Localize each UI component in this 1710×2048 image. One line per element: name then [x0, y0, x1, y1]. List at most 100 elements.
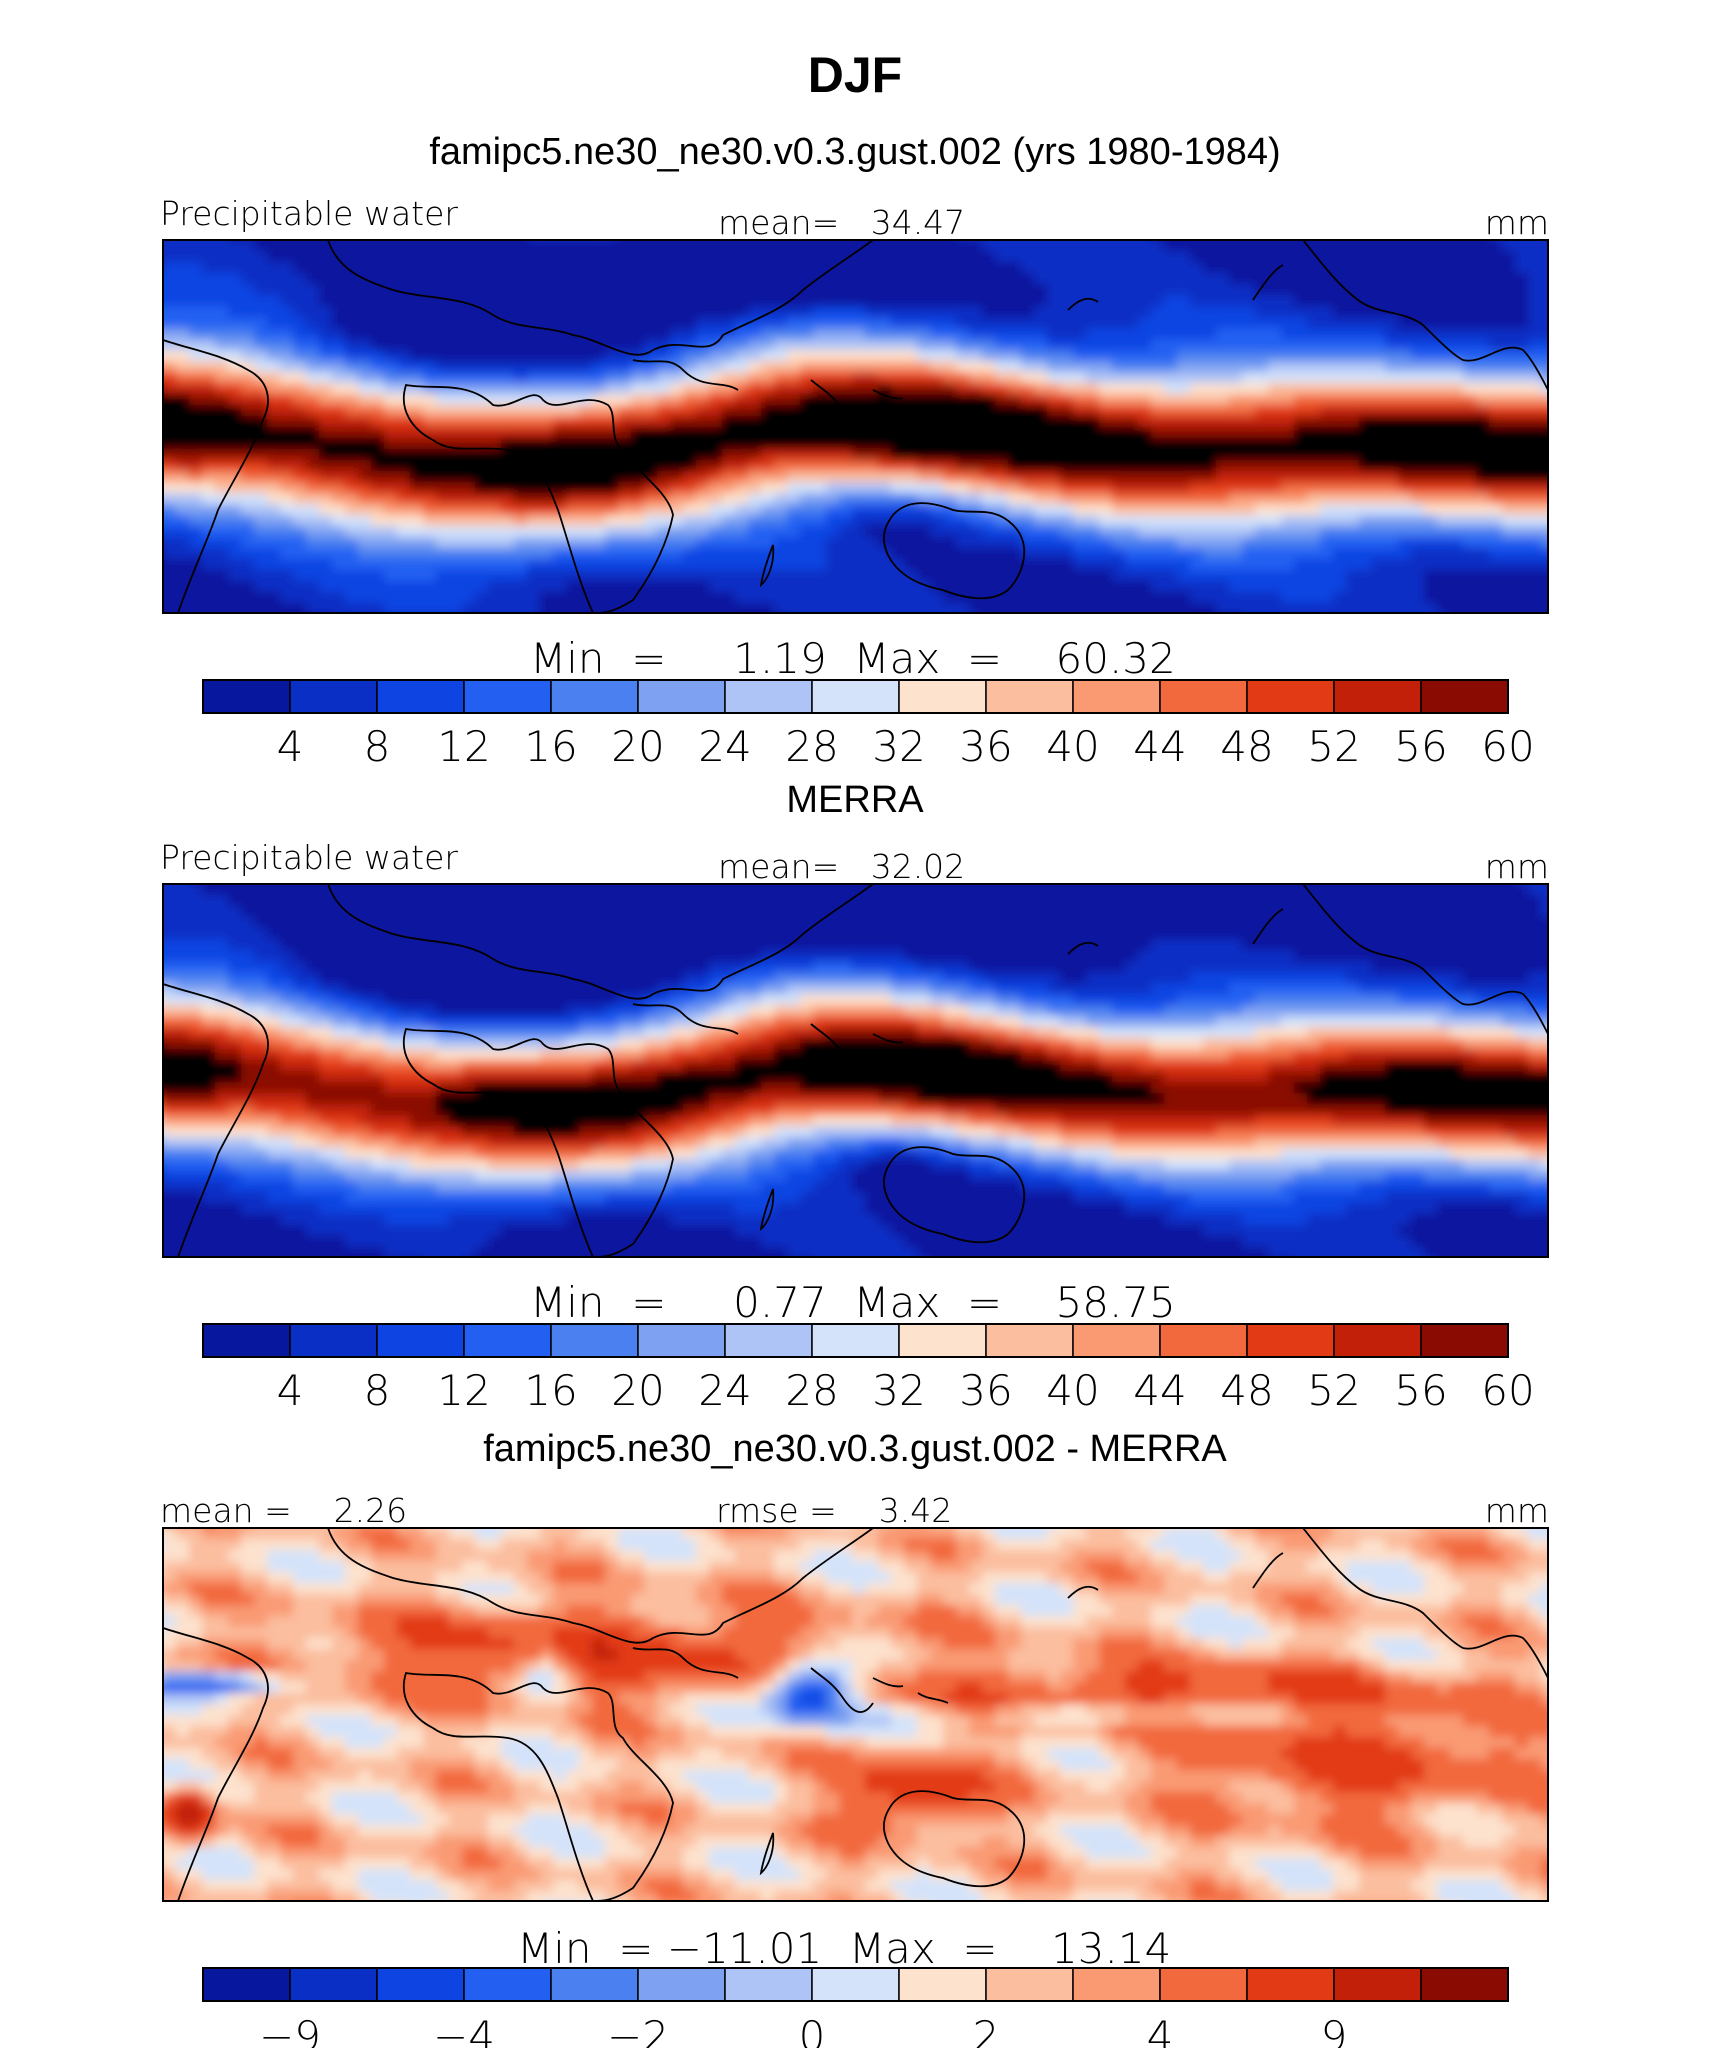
field-cell: [293, 603, 307, 613]
field-cell: [410, 581, 424, 593]
field-cell: [410, 504, 424, 516]
field-cell: [501, 350, 515, 362]
field-cell: [839, 493, 853, 505]
field-cell: [488, 251, 502, 263]
field-cell: [787, 493, 801, 505]
field-cell: [228, 240, 242, 252]
field-cell: [956, 405, 970, 417]
field-cell: [358, 317, 372, 329]
field-cell: [1502, 526, 1516, 538]
field-cell: [917, 559, 931, 571]
field-cell: [462, 438, 476, 450]
field-cell: [553, 884, 567, 896]
field-cell: [215, 306, 229, 318]
field-cell: [1489, 939, 1503, 951]
field-cell: [930, 526, 944, 538]
field-cell: [267, 961, 281, 973]
field-cell: [163, 515, 164, 527]
field-cell: [631, 482, 645, 494]
field-cell: [1034, 372, 1048, 384]
field-cell: [657, 317, 671, 329]
field-cell: [1450, 526, 1464, 538]
field-cell: [358, 284, 372, 296]
field-cell: [839, 328, 853, 340]
field-cell: [631, 394, 645, 406]
field-cell: [1502, 939, 1516, 951]
field-cell: [670, 240, 684, 241]
field-cell: [1125, 295, 1139, 307]
field-cell: [813, 262, 827, 274]
colorbar-tick-label: 44: [1133, 722, 1186, 771]
field-cell: [254, 372, 268, 384]
field-cell: [1190, 339, 1204, 351]
field-cell: [475, 581, 489, 593]
field-cell: [241, 350, 255, 362]
field-cell: [215, 482, 229, 494]
field-cell: [1099, 548, 1113, 560]
field-cell: [267, 328, 281, 340]
field-cell: [1424, 361, 1438, 373]
field-cell: [254, 917, 268, 929]
field-cell: [540, 884, 554, 896]
field-cell: [956, 295, 970, 307]
field-cell: [1034, 328, 1048, 340]
field-cell: [345, 548, 359, 560]
field-cell: [1281, 526, 1295, 538]
field-cell: [1190, 906, 1204, 918]
field-cell: [1112, 416, 1126, 428]
field-cell: [787, 361, 801, 373]
field-cell: [163, 917, 177, 929]
field-cell: [839, 895, 853, 907]
field-cell: [1034, 405, 1048, 417]
field-cell: [1450, 328, 1464, 340]
field-cell: [722, 394, 736, 406]
field-cell: [709, 471, 723, 483]
field-cell: [1060, 339, 1074, 351]
field-cell: [319, 504, 333, 516]
field-cell: [579, 537, 593, 549]
field-cell: [1203, 928, 1217, 940]
field-cell: [1437, 383, 1451, 395]
field-cell: [631, 295, 645, 307]
field-cell: [397, 317, 411, 329]
field-cell: [228, 559, 242, 571]
field-cell: [345, 350, 359, 362]
field-cell: [332, 504, 346, 516]
field-cell: [1437, 592, 1451, 604]
field-cell: [423, 961, 437, 973]
field-cell: [1151, 906, 1165, 918]
field-cell: [982, 449, 996, 461]
field-cell: [956, 515, 970, 527]
field-cell: [670, 328, 684, 340]
field-cell: [592, 559, 606, 571]
field-cell: [163, 961, 177, 973]
field-cell: [644, 939, 658, 951]
field-cell: [930, 559, 944, 571]
field-cell: [995, 460, 1009, 472]
field-cell: [514, 262, 528, 274]
field-cell: [384, 240, 398, 252]
field-cell: [189, 251, 203, 263]
field-cell: [306, 317, 320, 329]
field-cell: [293, 537, 307, 549]
field-cell: [1008, 383, 1022, 395]
field-cell: [462, 262, 476, 274]
field-cell: [332, 592, 346, 604]
field-cell: [1268, 548, 1282, 560]
field-cell: [514, 339, 528, 351]
field-cell: [995, 950, 1009, 962]
field-cell: [358, 405, 372, 417]
field-cell: [345, 526, 359, 538]
field-cell: [813, 328, 827, 340]
field-cell: [1359, 559, 1373, 571]
field-cell: [1359, 438, 1373, 450]
field-cell: [930, 383, 944, 395]
field-cell: [514, 603, 528, 613]
field-cell: [618, 548, 632, 560]
field-cell: [982, 328, 996, 340]
field-cell: [1203, 405, 1217, 417]
field-cell: [1034, 548, 1048, 560]
field-cell: [1086, 592, 1100, 604]
field-cell: [1463, 273, 1477, 285]
field-cell: [189, 372, 203, 384]
